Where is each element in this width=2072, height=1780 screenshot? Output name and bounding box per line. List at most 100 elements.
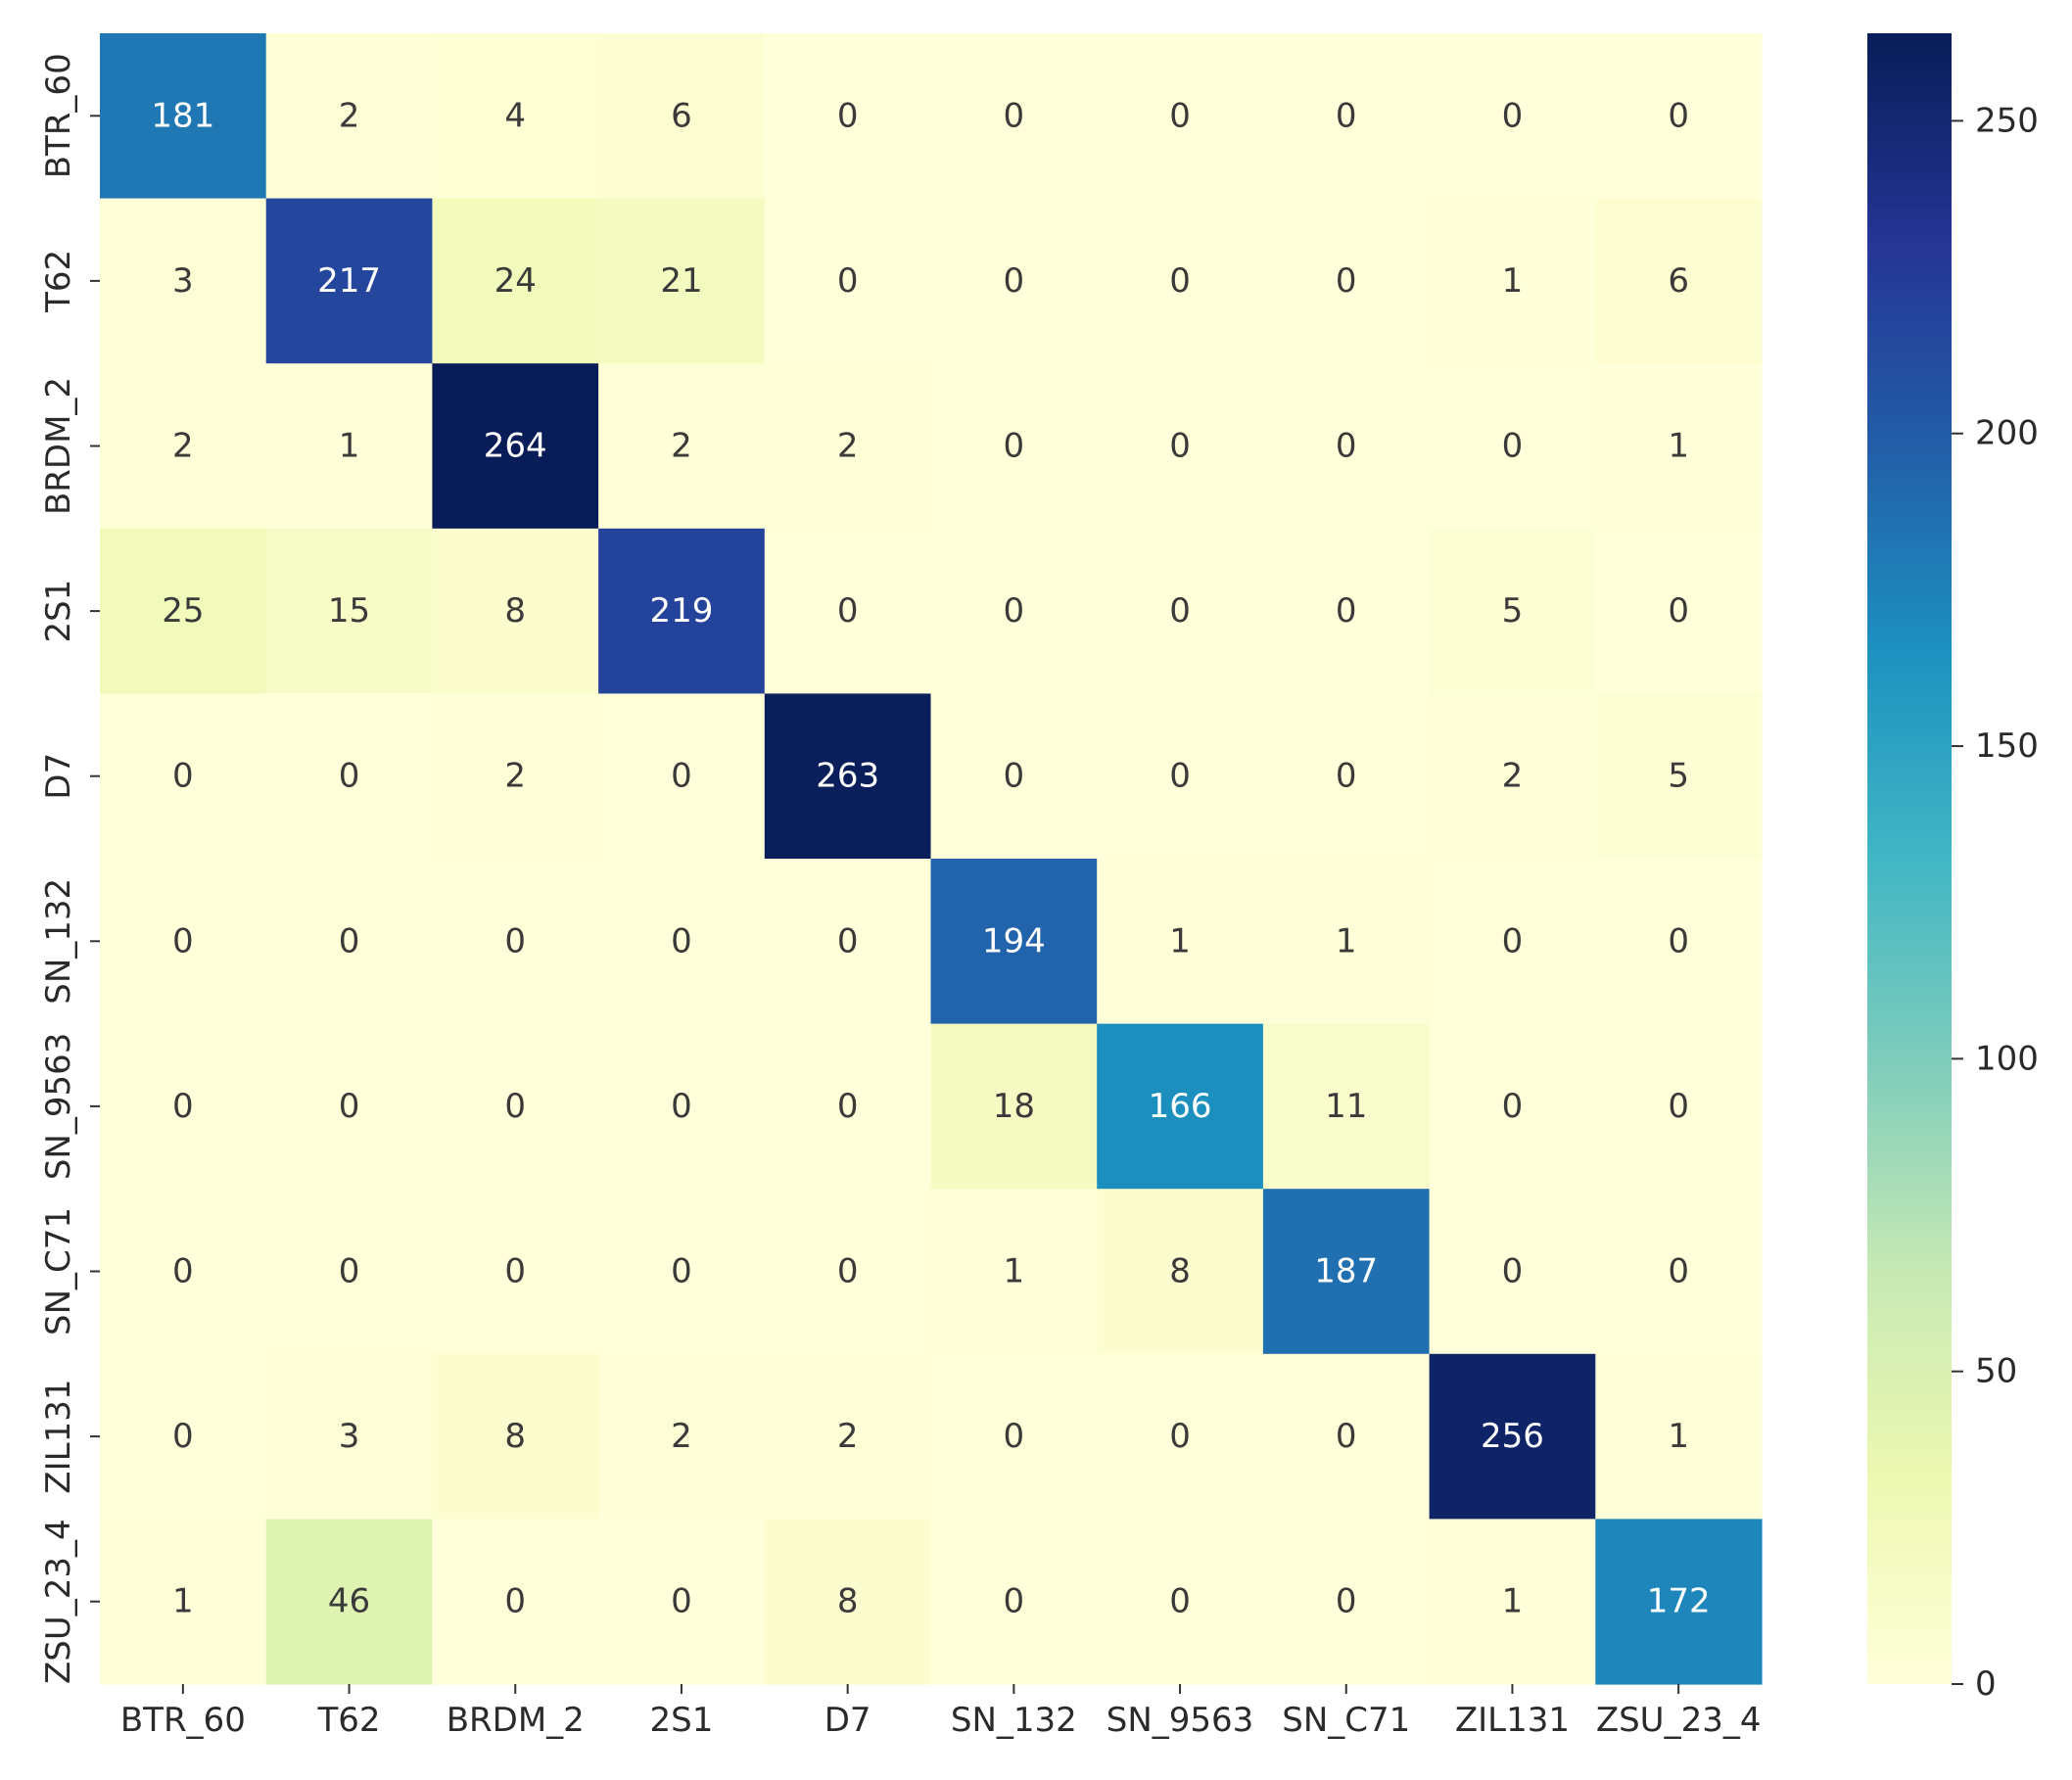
- heatmap-cell: [265, 1519, 433, 1685]
- heatmap-cell: [1097, 363, 1264, 530]
- heatmap-cell: [100, 33, 267, 200]
- colorbar-tick-label: 0: [1975, 1664, 1997, 1704]
- colorbar-tick-label: 200: [1975, 414, 2039, 453]
- heatmap-cell: [1262, 198, 1431, 364]
- cell-value-label: 2: [837, 427, 859, 466]
- heatmap-cell-labels: 181 2 4 6 0 0 0 0 0 03 217 24 21 0 0 0 0 1 62 1 264 2 2 0 0 0 0 125…: [151, 96, 1710, 1620]
- cell-value-label: 0: [339, 1252, 360, 1291]
- heatmap-cell: [598, 693, 766, 860]
- cell-value-label: 0: [1169, 261, 1191, 301]
- cell-value-label: 1: [1336, 921, 1357, 960]
- cell-value-label: 2: [1502, 757, 1524, 796]
- heatmap-cell: [930, 33, 1098, 200]
- cell-value-label: 0: [1336, 1582, 1357, 1621]
- heatmap-cell: [764, 859, 932, 1025]
- cell-value-label: 46: [328, 1582, 370, 1621]
- cell-value-label: 0: [1502, 1252, 1524, 1291]
- heatmap-cell: [1429, 693, 1596, 860]
- y-axis: BTR_60 T62 BRDM_2 2S1 D7 SN_132 SN_9563 SN_C71 Z…: [39, 53, 100, 1684]
- cell-value-label: 0: [1004, 96, 1025, 135]
- cell-value-label: 5: [1668, 757, 1689, 796]
- cell-value-label: 0: [1004, 1582, 1025, 1621]
- cell-value-label: 194: [982, 921, 1046, 960]
- heatmap-cell: [764, 1023, 932, 1190]
- heatmap-cell: [265, 1023, 433, 1190]
- x-axis: BTR_60 T62 BRDM_2 2S1 D7 SN_132 SN_9563 SN_C71 Z…: [120, 1684, 1762, 1740]
- heatmap-cell: [1097, 1189, 1264, 1355]
- heatmap-cell: [1595, 859, 1763, 1025]
- heatmap-cell: [432, 363, 599, 530]
- heatmap-cell: [930, 198, 1098, 364]
- y-tick-label: SN_132: [39, 878, 78, 1005]
- cell-value-label: 18: [993, 1087, 1035, 1126]
- heatmap-cell: [1262, 693, 1431, 860]
- heatmap-cell: [764, 1353, 932, 1520]
- heatmap-cell: [100, 693, 267, 860]
- cell-value-label: 0: [837, 921, 859, 960]
- cell-value-label: 0: [172, 1087, 194, 1126]
- x-tick-label: ZSU_23_4: [1596, 1701, 1762, 1740]
- cell-value-label: 2: [671, 427, 692, 466]
- heatmap-cell: [100, 859, 267, 1025]
- heatmap-cell: [764, 1519, 932, 1685]
- cell-value-label: 4: [504, 96, 526, 135]
- colorbar-scale: [1867, 33, 1952, 1684]
- heatmap-cell: [930, 363, 1098, 530]
- heatmap-cell: [764, 528, 932, 694]
- heatmap-cell: [1429, 33, 1596, 200]
- cell-value-label: 0: [172, 1252, 194, 1291]
- x-tick-label: BTR_60: [120, 1701, 246, 1740]
- cell-value-label: 0: [1336, 591, 1357, 631]
- cell-value-label: 3: [339, 1417, 360, 1456]
- cell-value-label: 0: [1169, 1582, 1191, 1621]
- heatmap-cell: [930, 1519, 1098, 1685]
- cell-value-label: 1: [172, 1582, 194, 1621]
- heatmap-cell: [1262, 1353, 1431, 1520]
- heatmap-cell: [598, 528, 766, 694]
- heatmap-cell: [598, 1023, 766, 1190]
- cell-value-label: 256: [1481, 1417, 1544, 1456]
- heatmap-cell: [1262, 1189, 1431, 1355]
- cell-value-label: 0: [671, 921, 692, 960]
- cell-value-label: 217: [317, 261, 381, 301]
- heatmap-cell: [265, 859, 433, 1025]
- cell-value-label: 0: [1668, 1252, 1689, 1291]
- heatmap-cell: [598, 363, 766, 530]
- heatmap-cell: [1595, 363, 1763, 530]
- cell-value-label: 0: [1004, 591, 1025, 631]
- heatmap-cell: [1262, 1519, 1431, 1685]
- cell-value-label: 172: [1647, 1582, 1711, 1621]
- heatmap-cell: [432, 693, 599, 860]
- y-tick-label: SN_9563: [39, 1033, 78, 1181]
- heatmap-cell: [265, 363, 433, 530]
- heatmap-cell: [1262, 363, 1431, 530]
- heatmap-cell: [1595, 693, 1763, 860]
- cell-value-label: 1: [1668, 427, 1689, 466]
- cell-value-label: 0: [1336, 261, 1357, 301]
- cell-value-label: 0: [1169, 591, 1191, 631]
- cell-value-label: 1: [1169, 921, 1191, 960]
- heatmap-cell: [1595, 528, 1763, 694]
- cell-value-label: 25: [162, 591, 204, 631]
- cell-value-label: 0: [339, 1087, 360, 1126]
- heatmap-cell: [930, 1353, 1098, 1520]
- cell-value-label: 0: [1668, 1087, 1689, 1126]
- y-tick-label: D7: [39, 753, 78, 800]
- cell-value-label: 0: [1004, 1417, 1025, 1456]
- heatmap-cell: [764, 33, 932, 200]
- heatmap-cell: [1262, 1023, 1431, 1190]
- cell-value-label: 0: [172, 921, 194, 960]
- cell-value-label: 11: [1325, 1087, 1367, 1126]
- heatmap-cell: [432, 33, 599, 200]
- y-tick-label: ZIL131: [39, 1380, 78, 1494]
- heatmap-cell: [100, 528, 267, 694]
- cell-value-label: 0: [1502, 96, 1524, 135]
- cell-value-label: 0: [837, 96, 859, 135]
- y-tick-label: BRDM_2: [39, 377, 78, 515]
- heatmap-cell: [764, 198, 932, 364]
- x-tick-label: D7: [824, 1701, 871, 1740]
- cell-value-label: 0: [671, 1582, 692, 1621]
- cell-value-label: 166: [1149, 1087, 1212, 1126]
- x-tick-label: SN_C71: [1282, 1701, 1410, 1740]
- cell-value-label: 15: [328, 591, 370, 631]
